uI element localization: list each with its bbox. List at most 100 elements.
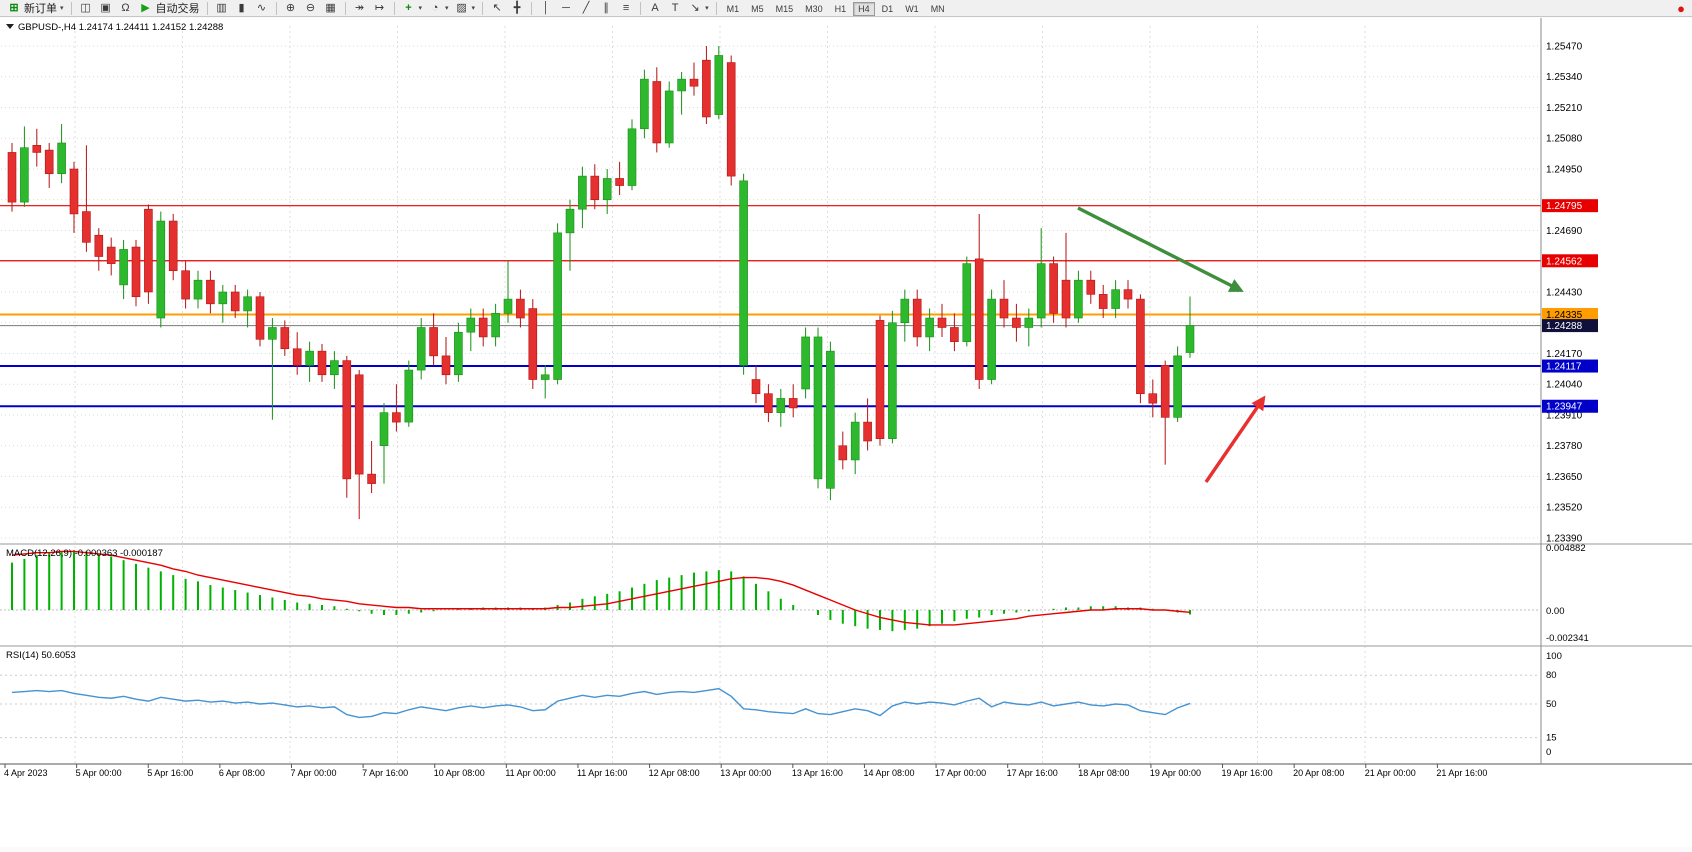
chart-shift-button[interactable]: ↦ [370, 1, 390, 16]
macd-panel [0, 550, 1541, 632]
time-axis-label: 7 Apr 16:00 [362, 768, 408, 778]
periods-button[interactable]: ◔ ▾ [425, 1, 452, 16]
level-price-label-box [1542, 199, 1598, 213]
level-price-label: 1.24562 [1546, 256, 1583, 267]
chart-shift-icon: ↦ [374, 1, 385, 14]
templates-icon: ▨ [456, 1, 467, 14]
zoom-out-button[interactable]: ⊖ [301, 1, 321, 16]
vertical-line-tool-button[interactable]: │ [536, 1, 556, 16]
macd-axis-label: 0.004882 [1546, 543, 1586, 554]
cursor-icon: ↖ [492, 1, 502, 14]
auto-scroll-button[interactable]: ↠ [350, 1, 370, 16]
trend-arrow-up-annotation [1204, 395, 1266, 483]
price-chart-canvas[interactable]: 1.25470 1.25340 1.25210 1.25080 1.24950 1.246… [0, 18, 1692, 847]
chevron-down-icon: ▾ [705, 5, 709, 12]
arrows-tool-button[interactable]: ↘ ▾ [685, 1, 712, 16]
price-axis-label: 1.23520 [1546, 503, 1583, 514]
candle-chart-mode-button[interactable]: ▮ [232, 1, 252, 16]
level-price-label-box [1542, 399, 1598, 413]
trendline-tool-button[interactable]: ╱ [576, 1, 596, 16]
price-axis-label: 1.23390 [1546, 533, 1583, 544]
price-axis-label: 1.23780 [1546, 441, 1583, 452]
timeframe-button-h4[interactable]: H4 [853, 2, 875, 16]
add-indicator-icon: + [405, 1, 412, 14]
news-audio-button[interactable]: Ω [116, 1, 136, 16]
zoom-out-icon: ⊖ [305, 1, 316, 14]
time-axis-label: 11 Apr 00:00 [505, 768, 555, 778]
toolbar-separator [640, 1, 642, 15]
timeframe-button-m15[interactable]: M15 [775, 4, 794, 14]
channel-icon: ∥ [603, 1, 609, 14]
crosshair-button[interactable]: ╋ [507, 1, 527, 16]
data-window-button[interactable]: ▣ [96, 1, 116, 16]
new-order-button[interactable]: ⊞ 新订单 ▾ [4, 1, 67, 16]
time-axis-label: 17 Apr 00:00 [935, 768, 986, 778]
fibonacci-tool-button[interactable]: ≡ [616, 1, 636, 16]
channel-tool-button[interactable]: ∥ [596, 1, 616, 16]
rsi-axis-label: 80 [1546, 670, 1557, 681]
toolbar-separator [393, 1, 395, 15]
timeframe-button-w1[interactable]: W1 [905, 4, 919, 14]
time-axis-label: 4 Apr 2023 [4, 768, 48, 778]
chart-window[interactable]: 1.25470 1.25340 1.25210 1.25080 1.24950 1.246… [0, 18, 1692, 847]
line-chart-mode-button[interactable]: ∿ [252, 1, 272, 16]
rsi-panel [0, 674, 1541, 739]
time-axis-label: 13 Apr 16:00 [792, 768, 843, 778]
toolbar-separator [531, 1, 533, 15]
toolbar-separator [206, 1, 208, 15]
chevron-down-icon: ▾ [445, 5, 449, 12]
line-chart-icon: ∿ [256, 1, 267, 14]
charts-window-button[interactable]: ◫ [76, 1, 96, 16]
text-tool-button[interactable]: A [645, 1, 665, 16]
timeframe-button-d1[interactable]: D1 [881, 4, 894, 14]
timeframe-button-m30[interactable]: M30 [805, 4, 823, 14]
indicators-button[interactable]: + ▾ [399, 1, 426, 16]
price-axis-label: 1.24430 [1546, 287, 1583, 298]
level-price-label: 1.24795 [1546, 201, 1583, 212]
time-axis-label: 19 Apr 16:00 [1222, 768, 1273, 778]
timeframe-button-mn[interactable]: MN [930, 4, 945, 14]
rsi-label: RSI(14) 50.6053 [6, 650, 76, 661]
time-axis-label: 6 Apr 08:00 [219, 768, 265, 778]
auto-trading-button[interactable]: ▶ 自动交易 [136, 1, 203, 16]
price-axis-label: 1.24950 [1546, 164, 1583, 175]
timeframe-button-m1[interactable]: M1 [726, 4, 740, 14]
current-price-label-box [1542, 319, 1598, 333]
timeframe-toolbar: M1 M5 M15 M30 H1 H4 D1 W1 MN [721, 0, 951, 17]
level-price-label-box [1542, 254, 1598, 268]
templates-button[interactable]: ▨ ▾ [452, 1, 479, 16]
time-axis-label: 12 Apr 08:00 [649, 768, 700, 778]
toolbar-separator [715, 1, 717, 15]
arrows-tool-icon: ↘ [690, 1, 700, 14]
trendline-icon: ╱ [582, 1, 590, 14]
time-axis-label: 5 Apr 00:00 [76, 768, 122, 778]
time-axis-label: 7 Apr 00:00 [290, 768, 336, 778]
price-axis-label: 1.25210 [1546, 103, 1583, 114]
price-axis-label: 1.25080 [1546, 134, 1583, 145]
timeframe-button-h1[interactable]: H1 [834, 4, 847, 14]
candlestick-chart-icon: ▮ [238, 1, 245, 14]
bar-chart-mode-button[interactable]: ▥ [212, 1, 232, 16]
time-axis-label: 17 Apr 16:00 [1007, 768, 1058, 778]
cursor-button[interactable]: ↖ [487, 1, 507, 16]
auto-trading-play-icon: ▶ [141, 1, 150, 14]
level-price-label: 1.24335 [1546, 310, 1583, 321]
macd-axis-label: 0.00 [1546, 606, 1565, 617]
timeframe-button-m5[interactable]: M5 [751, 4, 764, 14]
chevron-down-icon: ▾ [418, 5, 423, 12]
toolbar: ⊞ 新订单 ▾ ◫ ▣ Ω ▶ 自动交易 ▥ ▮ ∿ ⊕ ⊖ ▦ ↠ ↦ + ▾ … [0, 0, 1692, 17]
zoom-in-button[interactable]: ⊕ [281, 1, 301, 16]
new-order-label: 新订单 [24, 3, 57, 15]
bar-chart-icon: ▥ [216, 1, 227, 14]
text-label-tool-button[interactable]: T [665, 1, 685, 16]
level-price-label-box [1542, 359, 1598, 373]
level-price-label: 1.24117 [1546, 362, 1582, 373]
text-label-icon: T [671, 1, 679, 14]
rsi-axis-label: 15 [1546, 733, 1557, 744]
chevron-down-icon: ▾ [60, 5, 64, 12]
tile-windows-button[interactable]: ▦ [321, 1, 341, 16]
rsi-axis-label: 0 [1546, 747, 1551, 758]
horizontal-line-icon: ─ [562, 1, 570, 14]
horizontal-line-tool-button[interactable]: ─ [556, 1, 576, 16]
news-audio-icon: Ω [121, 1, 130, 14]
